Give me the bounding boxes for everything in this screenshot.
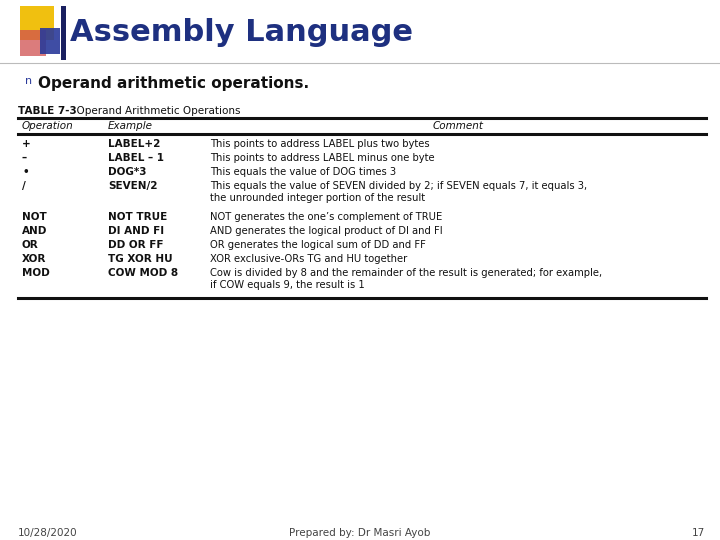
Text: –: – bbox=[22, 153, 27, 163]
Text: AND: AND bbox=[22, 226, 48, 236]
Text: LABEL – 1: LABEL – 1 bbox=[108, 153, 164, 163]
Text: 10/28/2020: 10/28/2020 bbox=[18, 528, 78, 538]
Text: NOT generates the one’s complement of TRUE: NOT generates the one’s complement of TR… bbox=[210, 212, 442, 222]
Text: XOR: XOR bbox=[22, 254, 46, 264]
Text: COW MOD 8: COW MOD 8 bbox=[108, 268, 178, 278]
Text: OR: OR bbox=[22, 240, 39, 250]
Text: Cow is divided by 8 and the remainder of the result is generated; for example,: Cow is divided by 8 and the remainder of… bbox=[210, 268, 602, 278]
Text: This equals the value of SEVEN divided by 2; if SEVEN equals 7, it equals 3,: This equals the value of SEVEN divided b… bbox=[210, 181, 587, 191]
Text: MOD: MOD bbox=[22, 268, 50, 278]
Text: 17: 17 bbox=[692, 528, 705, 538]
Text: NOT TRUE: NOT TRUE bbox=[108, 212, 167, 222]
Text: AND generates the logical product of DI and FI: AND generates the logical product of DI … bbox=[210, 226, 443, 236]
Bar bbox=[20, 6, 54, 40]
Text: n: n bbox=[25, 76, 32, 86]
Text: DI AND FI: DI AND FI bbox=[108, 226, 164, 236]
Text: OR generates the logical sum of DD and FF: OR generates the logical sum of DD and F… bbox=[210, 240, 426, 250]
Text: DD OR FF: DD OR FF bbox=[108, 240, 163, 250]
Text: Example: Example bbox=[108, 121, 153, 131]
Text: Comment: Comment bbox=[433, 121, 484, 131]
Text: +: + bbox=[22, 139, 31, 149]
Text: Operand arithmetic operations.: Operand arithmetic operations. bbox=[38, 76, 309, 91]
Text: if COW equals 9, the result is 1: if COW equals 9, the result is 1 bbox=[210, 280, 365, 290]
Text: •: • bbox=[22, 167, 29, 177]
Bar bbox=[40, 28, 60, 54]
Text: Assembly Language: Assembly Language bbox=[70, 18, 413, 47]
Text: This equals the value of DOG times 3: This equals the value of DOG times 3 bbox=[210, 167, 396, 177]
Text: This points to address LABEL minus one byte: This points to address LABEL minus one b… bbox=[210, 153, 435, 163]
Text: TG XOR HU: TG XOR HU bbox=[108, 254, 173, 264]
Text: SEVEN/2: SEVEN/2 bbox=[108, 181, 158, 191]
Bar bbox=[20, 30, 46, 56]
Text: TABLE 7-3: TABLE 7-3 bbox=[18, 106, 77, 116]
Text: /: / bbox=[22, 181, 26, 191]
Text: This points to address LABEL plus two bytes: This points to address LABEL plus two by… bbox=[210, 139, 430, 149]
Text: NOT: NOT bbox=[22, 212, 47, 222]
Text: XOR exclusive-ORs TG and HU together: XOR exclusive-ORs TG and HU together bbox=[210, 254, 408, 264]
Text: the unrounded integer portion of the result: the unrounded integer portion of the res… bbox=[210, 193, 425, 203]
Text: Prepared by: Dr Masri Ayob: Prepared by: Dr Masri Ayob bbox=[289, 528, 431, 538]
Text: Operation: Operation bbox=[22, 121, 73, 131]
Text: Operand Arithmetic Operations: Operand Arithmetic Operations bbox=[70, 106, 240, 116]
Bar bbox=[61, 6, 66, 60]
Text: DOG*3: DOG*3 bbox=[108, 167, 146, 177]
Text: LABEL+2: LABEL+2 bbox=[108, 139, 161, 149]
